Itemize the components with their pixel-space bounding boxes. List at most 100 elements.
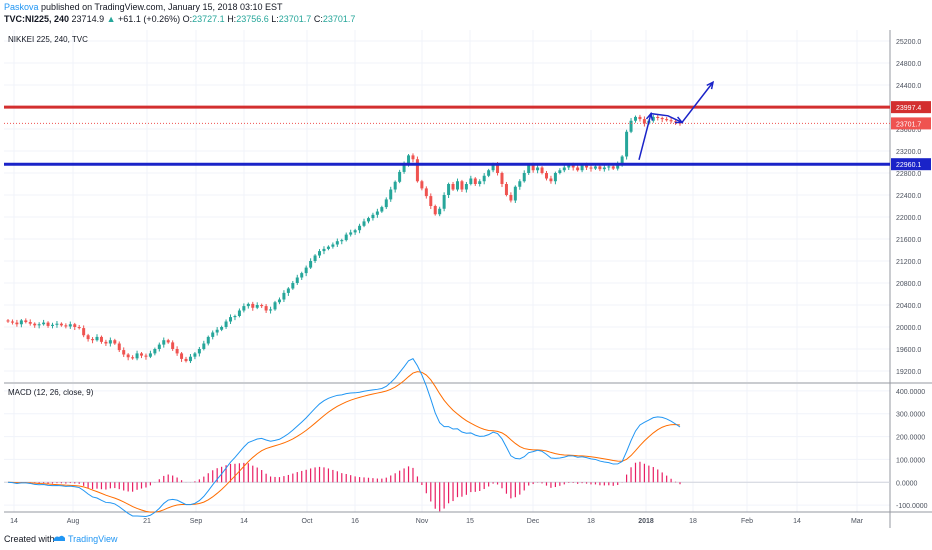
symbol-label[interactable]: TVC:NI225, 240 — [4, 14, 70, 24]
high-label: H: — [227, 14, 237, 24]
candle-body — [82, 328, 86, 336]
time-axis-tick-label: 18 — [689, 518, 697, 525]
macd-axis-tick-label: 400.0000 — [896, 389, 925, 396]
price-axis-tick-label: 22000.0 — [896, 215, 921, 222]
candle-body — [300, 273, 304, 278]
candle-body — [148, 353, 152, 357]
high-value: 23756.6 — [236, 14, 269, 24]
candle-body — [576, 167, 580, 171]
price-axis-tick-label: 19200.0 — [896, 369, 921, 376]
candle-body — [651, 116, 655, 121]
candle-body — [353, 230, 357, 233]
candle-body — [469, 178, 473, 184]
candle-body — [496, 164, 500, 173]
price-axis-tick-label: 21200.0 — [896, 259, 921, 266]
candle-body — [513, 186, 517, 201]
time-axis-tick-label: 14 — [10, 518, 18, 525]
candle-body — [447, 184, 451, 195]
candle-body — [669, 120, 673, 122]
candle-body — [442, 195, 446, 209]
candle-body — [549, 178, 553, 182]
publish-line: Paskova published on TradingView.com, Ja… — [4, 2, 283, 12]
macd-line — [7, 358, 681, 518]
macd-axis-tick-label: 200.0000 — [896, 435, 925, 442]
footer: Created with TradingView — [0, 528, 932, 550]
projection-arrow-path — [638, 81, 714, 160]
price-axis-tick-label: 24400.0 — [896, 83, 921, 90]
candle-body — [59, 323, 63, 326]
candle-body — [224, 321, 228, 327]
price-axis-tick-label: 20400.0 — [896, 303, 921, 310]
candle-body — [184, 358, 188, 362]
candle-body — [95, 336, 99, 341]
candle-body — [33, 323, 37, 326]
candle-body — [665, 119, 669, 121]
candle-body — [46, 322, 50, 326]
last-price: 23714.9 — [71, 14, 105, 24]
arrow-head — [645, 111, 654, 121]
candle-body — [197, 349, 201, 354]
candle-body — [326, 246, 330, 249]
open-label: O: — [182, 14, 193, 24]
candle-body — [464, 184, 468, 190]
candle-body — [229, 317, 233, 322]
candle-body — [482, 175, 486, 182]
candle-body — [313, 255, 317, 261]
candle-body — [500, 173, 504, 184]
candle-body — [99, 336, 103, 342]
candle-body — [571, 164, 575, 168]
candle-body — [295, 277, 299, 283]
time-axis-tick-label: 15 — [466, 518, 474, 525]
candle-body — [91, 339, 95, 341]
macd-axis-tick-label: -100.0000 — [896, 503, 928, 510]
time-axis-tick-label: 14 — [793, 518, 801, 525]
tradingview-brand[interactable]: TradingView — [68, 534, 118, 544]
candle-body — [180, 353, 184, 359]
macd-axis-tick-label: 0.0000 — [896, 480, 918, 487]
candle-body — [282, 292, 286, 300]
time-axis-tick-label: 21 — [143, 518, 151, 525]
price-axis-tick-label: 19600.0 — [896, 347, 921, 354]
candle-body — [451, 184, 455, 190]
price-axis-tick-label: 22800.0 — [896, 171, 921, 178]
candle-body — [518, 181, 522, 187]
candle-body — [625, 131, 629, 157]
time-axis-tick-label: Oct — [302, 518, 313, 525]
price-axis-tick-label: 25200.0 — [896, 39, 921, 46]
candle-body — [455, 181, 459, 190]
candle-body — [188, 356, 192, 362]
candle-body — [206, 336, 210, 344]
candle-body — [527, 164, 531, 173]
candle-body — [491, 164, 495, 171]
candle-body — [291, 283, 295, 289]
arrow-head — [674, 116, 684, 124]
low-label: L: — [271, 14, 279, 24]
time-axis-tick-label: 14 — [240, 518, 248, 525]
candle-body — [424, 188, 428, 197]
candle-body — [411, 155, 415, 160]
candle-body — [585, 164, 589, 168]
time-axis-tick-label: 2018 — [638, 518, 654, 525]
chart-canvas[interactable]: 25200.024800.024400.024000.023600.023200… — [0, 0, 932, 528]
candle-body — [331, 244, 335, 247]
macd-pane-title: MACD (12, 26, close, 9) — [8, 388, 94, 397]
level-price-tag — [891, 101, 931, 114]
author-link[interactable]: Paskova — [4, 2, 39, 12]
candle-body — [126, 354, 130, 358]
candle-body — [616, 164, 620, 169]
candle-body — [429, 196, 433, 206]
level-price-tag-text: 22960.1 — [896, 162, 921, 169]
open-value: 23727.1 — [192, 14, 225, 24]
candle-body — [544, 173, 548, 179]
candle-body — [593, 166, 597, 169]
price-axis-tick-label: 23200.0 — [896, 149, 921, 156]
candle-body — [318, 251, 322, 256]
time-axis-tick-label: 18 — [587, 518, 595, 525]
candle-body — [242, 306, 246, 311]
candle-body — [144, 355, 148, 357]
candle-body — [6, 320, 10, 322]
candle-body — [255, 305, 259, 308]
candle-body — [553, 173, 557, 182]
last-price-tag-text: 23701.7 — [896, 121, 921, 128]
candle-body — [460, 181, 464, 190]
